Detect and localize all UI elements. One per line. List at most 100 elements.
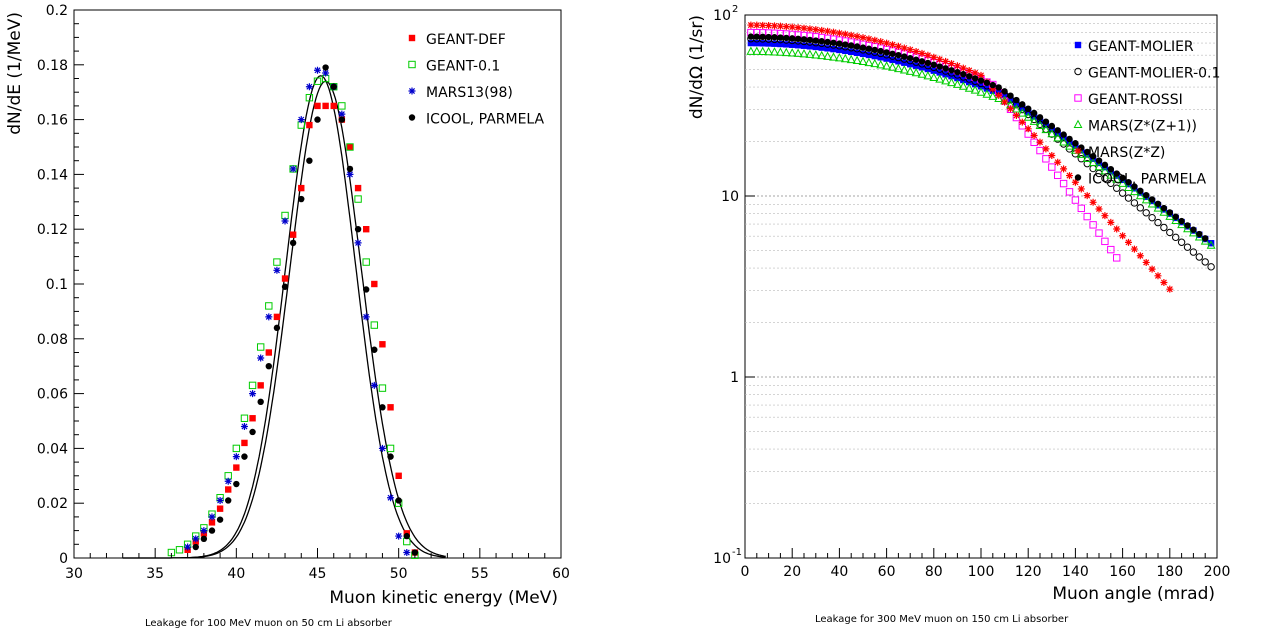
point-mars-z-z-1- (876, 59, 886, 69)
legend-marker (1074, 147, 1082, 155)
point-icool-parmela (859, 44, 867, 51)
point-icool-parmela (257, 398, 264, 406)
point-mars13-98- (273, 266, 281, 274)
point-icool-parmela (249, 428, 256, 436)
point-geant-0-1 (338, 102, 346, 110)
point-geant-rossi (1107, 245, 1115, 254)
point-mars-z-z-1- (1047, 128, 1057, 138)
legend-label: MARS(Z*(Z+1)) (1088, 119, 1197, 135)
point-icool-parmela (794, 35, 802, 43)
point-mars-z-z-1- (775, 47, 785, 56)
point-mars-z-z- (759, 21, 767, 29)
point-mars-z-z- (977, 71, 985, 79)
point-icool-parmela (1166, 209, 1174, 216)
point-mars-z-z-1- (1035, 120, 1045, 130)
point-mars-z-z-1- (752, 46, 762, 55)
point-icool-parmela (1030, 109, 1038, 117)
point-mars-z-z-1- (829, 52, 838, 61)
y-tick-label: 0.2 (46, 3, 68, 19)
point-mars-z-z- (1089, 198, 1097, 206)
point-icool-parmela (1137, 187, 1144, 195)
point-mars-z-z- (1071, 178, 1079, 186)
point-icool-parmela (783, 34, 790, 42)
point-icool-parmela (322, 64, 329, 71)
x-tick-label: 55 (471, 566, 489, 582)
point-icool-parmela (200, 535, 208, 543)
point-mars-z-z-1- (1041, 124, 1051, 134)
point-geant-def (225, 486, 232, 493)
point-icool-parmela (395, 497, 402, 504)
point-mars-z-z-1- (834, 52, 844, 62)
point-mars-z-z- (971, 69, 979, 77)
point-mars-z-z-1- (1124, 182, 1133, 191)
y-tick-label: 0.04 (37, 441, 68, 457)
point-icool-parmela (1060, 131, 1067, 138)
point-geant-molier-0-1 (1142, 209, 1150, 217)
point-geant-def (395, 472, 402, 479)
point-mars-z-z-1- (823, 51, 833, 60)
point-mars-z-z- (847, 31, 855, 39)
point-mars-z-z-1- (781, 47, 791, 57)
point-geant-rossi (1071, 196, 1080, 204)
point-mars-z-z-1- (1106, 170, 1116, 179)
point-geant-molier (818, 44, 825, 51)
point-mars-z-z-1- (805, 49, 815, 58)
point-geant-molier (865, 51, 873, 59)
legend-label: MARS13(98) (426, 85, 513, 101)
point-mars-z-z- (1125, 238, 1132, 246)
point-icool-parmela (1113, 170, 1120, 177)
point-icool-parmela (1072, 140, 1079, 147)
point-icool-parmela (771, 34, 778, 41)
point-mars-z-z-1- (864, 57, 874, 67)
x-tick-label: 40 (227, 566, 245, 582)
point-mars-z-z- (1160, 278, 1168, 286)
point-mars-z-z- (894, 42, 902, 50)
right-data-points (746, 21, 1216, 293)
point-mars-z-z- (1048, 152, 1056, 160)
point-icool-parmela (871, 46, 878, 54)
point-mars-z-z- (889, 41, 896, 49)
point-mars-z-z- (1018, 118, 1026, 126)
point-geant-molier (830, 45, 837, 53)
point-geant-molier (877, 54, 884, 61)
point-icool-parmela (298, 195, 305, 203)
y-tick-label: 0.14 (37, 167, 68, 183)
point-icool-parmela (777, 34, 784, 41)
point-icool-parmela (216, 516, 224, 523)
point-icool-parmela (289, 239, 297, 247)
point-mars-z-z-1- (1118, 178, 1128, 187)
y-tick-base: 10 (721, 189, 739, 205)
point-mars13-98- (370, 381, 378, 389)
point-icool-parmela (363, 286, 370, 293)
point-mars-z-z-1- (994, 93, 1004, 103)
point-geant-molier (1019, 104, 1026, 112)
legend-label: ICOOL, PARMELA (1088, 172, 1207, 188)
point-geant-def (314, 102, 321, 110)
point-geant-def (387, 404, 394, 411)
point-mars-z-z- (912, 47, 920, 55)
point-icool-parmela (1178, 217, 1185, 225)
point-mars-z-z-1- (817, 50, 827, 60)
point-icool-parmela (273, 324, 281, 332)
point-geant-def (298, 184, 305, 192)
point-mars-z-z-1- (1159, 207, 1169, 216)
point-mars-z-z- (841, 30, 849, 38)
point-icool-parmela (806, 36, 814, 44)
point-mars13-98- (249, 390, 257, 398)
y-tick-label: 0.16 (37, 113, 68, 129)
point-geant-molier-0-1 (1160, 223, 1168, 232)
left-axis-ticks: 30 35 40 45 50 55 60 0 0.02 0.04 0.06 0.08 0.1 0.12 0.… (37, 3, 570, 582)
x-tick-label: 100 (968, 564, 995, 580)
point-mars-z-z-1- (1023, 112, 1033, 121)
point-mars-z-z-1- (1029, 116, 1039, 125)
point-mars-z-z-1- (1053, 133, 1063, 142)
point-geant-def (233, 464, 240, 471)
point-mars13-98- (346, 170, 354, 178)
point-mars-z-z- (853, 32, 861, 40)
point-mars-z-z-1- (1094, 161, 1104, 171)
right-caption: Leakage for 300 MeV muon on 150 cm Li ab… (815, 614, 1069, 625)
point-geant-molier (1001, 92, 1008, 99)
point-icool-parmela (241, 453, 248, 460)
point-mars-z-z-1- (1076, 149, 1086, 158)
left-data-points (167, 64, 419, 559)
